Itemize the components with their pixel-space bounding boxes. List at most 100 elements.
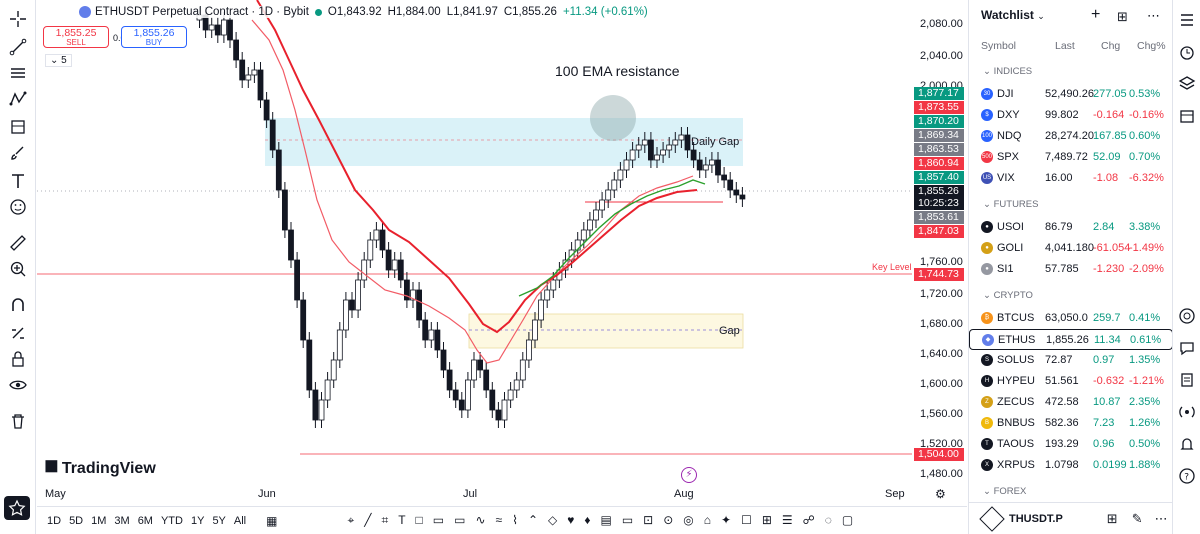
symbol-title[interactable]: ETHUSDT Perpetual Contract · 1D · Bybit <box>95 6 309 18</box>
price-scale[interactable]: 2,080.00 2,040.00 2,000.00 1,760.00 1,720.00… <box>912 0 968 486</box>
chat-icon[interactable] <box>1177 338 1197 358</box>
more-icon[interactable]: ⋯ <box>1147 8 1160 23</box>
watchlist-row[interactable]: US VIX 16.00 -1.08 -6.32% <box>969 168 1173 189</box>
watchlist-row[interactable]: $ DXY 99.802 -0.164 -0.16% <box>969 105 1173 126</box>
time-axis[interactable]: May Jun Jul Aug Sep ⚙ <box>37 486 967 502</box>
sell-button[interactable]: 1,855.25 SELL <box>43 26 109 48</box>
grid-icon[interactable]: ⊞ <box>1106 510 1118 526</box>
more-icon[interactable]: ⋯ <box>1154 510 1168 526</box>
candle-body <box>477 359 484 371</box>
right-sidebar: ? <box>1172 0 1200 534</box>
magnet-icon[interactable] <box>6 294 30 316</box>
candle-body <box>507 389 514 401</box>
layers-icon[interactable] <box>1177 74 1197 94</box>
lock-drawing-icon[interactable] <box>6 322 30 344</box>
watchlist-row[interactable]: ● USOI 86.79 2.84 3.38% <box>969 217 1173 238</box>
range-1d[interactable]: 1D <box>47 514 62 527</box>
cell-chg: 0.97 <box>1093 354 1115 366</box>
watchlist-row[interactable]: 100 NDQ 28,274.20 167.85 0.60% <box>969 126 1173 147</box>
fib-icon[interactable] <box>6 116 30 138</box>
symbol-header: ETHUSDT Perpetual Contract · 1D · Bybit … <box>79 6 648 18</box>
watchlist-row[interactable]: 500 SPX 7,489.72 52.09 0.70% <box>969 147 1173 168</box>
trend-line-icon[interactable] <box>6 36 30 58</box>
footer-symbol[interactable]: THUSDT.P <box>1009 512 1063 525</box>
chevron-down-icon: ⌄ <box>1037 11 1045 21</box>
candle-body <box>336 329 343 361</box>
watchlist-row[interactable]: ◆ ETHUS 1,855.26 11.34 0.61% <box>969 329 1173 350</box>
watchlist-row[interactable]: ● GOLI 4,041.180 -61.054 -1.49% <box>969 238 1173 259</box>
lock-icon[interactable] <box>6 348 30 370</box>
price-chart[interactable]: Daily Gap Gap 100 EMA resistance Key Lev… <box>37 0 912 486</box>
watchlist-row[interactable]: ₿ BTCUS 63,050.0 259.7 0.41% <box>969 308 1173 329</box>
daily-gap-zone <box>265 118 743 166</box>
cell-last: 582.36 <box>1045 417 1079 429</box>
col-symbol[interactable]: Symbol <box>981 40 1017 52</box>
col-last[interactable]: Last <box>1055 40 1075 52</box>
trash-icon[interactable] <box>6 410 30 432</box>
section-forex[interactable]: ⌄ FOREX <box>983 486 1027 497</box>
cell-chgp: 0.60% <box>1129 130 1161 142</box>
watchlist-row[interactable]: ● SI1 57.785 -1.230 -2.09% <box>969 259 1173 280</box>
price-badge: 1,504.00 <box>914 448 964 461</box>
indicators-toggle[interactable]: ⌄ 5 <box>45 54 72 67</box>
notes-icon[interactable] <box>1177 370 1197 390</box>
signal-icon[interactable] <box>1177 402 1197 422</box>
horizontal-lines-icon[interactable] <box>6 62 30 84</box>
lightning-icon[interactable]: ⚡ <box>681 467 697 483</box>
watchlist-row[interactable]: S SOLUS 72.87 0.97 1.35% <box>969 350 1173 371</box>
range-5y[interactable]: 5Y <box>212 514 226 527</box>
eye-icon[interactable] <box>6 374 30 396</box>
watchlist-icon[interactable] <box>1177 10 1197 30</box>
watchlist-row[interactable]: X XRPUS 1.0798 0.0199 1.88% <box>969 455 1173 476</box>
zoom-in-icon[interactable] <box>6 258 30 280</box>
section-indices[interactable]: ⌄ INDICES <box>983 66 1033 77</box>
crosshair-icon[interactable] <box>6 8 30 30</box>
candle-body <box>355 279 362 311</box>
section-futures[interactable]: ⌄ FUTURES <box>983 199 1039 210</box>
layout-icon[interactable]: ⊞ <box>1117 9 1128 24</box>
price-label: 2,080.00 <box>920 18 963 30</box>
watchlist-row[interactable]: 30 DJI 52,490.26 277.05 0.53% <box>969 84 1173 105</box>
watchlist-row[interactable]: H HYPEU 51.561 -0.632 -1.21% <box>969 371 1173 392</box>
calendar-icon[interactable]: ▦ <box>266 513 278 528</box>
settings-gear-icon[interactable]: ⚙ <box>935 487 946 501</box>
range-6m[interactable]: 6M <box>137 514 153 527</box>
range-1y[interactable]: 1Y <box>190 514 205 527</box>
cell-chg: -1.230 <box>1093 263 1125 275</box>
cell-chg: 2.84 <box>1093 221 1115 233</box>
star-icon[interactable] <box>4 496 30 520</box>
watchlist-title[interactable]: Watchlist ⌄ <box>981 8 1045 22</box>
range-1m[interactable]: 1M <box>91 514 107 527</box>
add-symbol-icon[interactable]: + <box>1091 6 1101 23</box>
calendar-icon[interactable] <box>1177 106 1197 126</box>
alarm-clock-icon[interactable] <box>1177 42 1197 62</box>
watchlist-row[interactable]: B BNBUS 582.36 7.23 1.26% <box>969 413 1173 434</box>
price-badge: 1,873.55 <box>914 101 964 114</box>
edit-icon[interactable]: ✎ <box>1131 510 1143 526</box>
buy-button[interactable]: 1,855.26 BUY <box>121 26 187 48</box>
range-5d[interactable]: 5D <box>69 514 84 527</box>
section-crypto[interactable]: ⌄ CRYPTO <box>983 290 1033 301</box>
text-icon[interactable] <box>6 170 30 192</box>
candle-body <box>208 24 215 31</box>
pattern-icon[interactable] <box>6 88 30 110</box>
watchlist-row[interactable]: T TAOUS 193.29 0.96 0.50% <box>969 434 1173 455</box>
watchlist-row[interactable]: Z ZECUS 472.58 10.87 2.35% <box>969 392 1173 413</box>
brush-icon[interactable] <box>6 142 30 164</box>
ema-highlight-circle <box>590 95 636 141</box>
col-chg[interactable]: Chg <box>1101 40 1121 52</box>
price-label: 2,040.00 <box>920 50 963 62</box>
range-all[interactable]: All <box>233 514 247 527</box>
price-label: 1,680.00 <box>920 318 963 330</box>
range-3m[interactable]: 3M <box>114 514 130 527</box>
bell-icon[interactable] <box>1177 434 1197 454</box>
tradingview-logo-text: TradingView <box>61 460 156 477</box>
help-icon[interactable]: ? <box>1177 466 1197 486</box>
price-label: 1,480.00 <box>920 468 963 480</box>
cell-chgp: -1.49% <box>1129 242 1164 254</box>
col-chgp[interactable]: Chg% <box>1137 40 1166 52</box>
target-icon[interactable] <box>1177 306 1197 326</box>
emoji-icon[interactable] <box>6 196 30 218</box>
ruler-icon[interactable] <box>6 232 30 254</box>
range-ytd[interactable]: YTD <box>160 514 183 527</box>
